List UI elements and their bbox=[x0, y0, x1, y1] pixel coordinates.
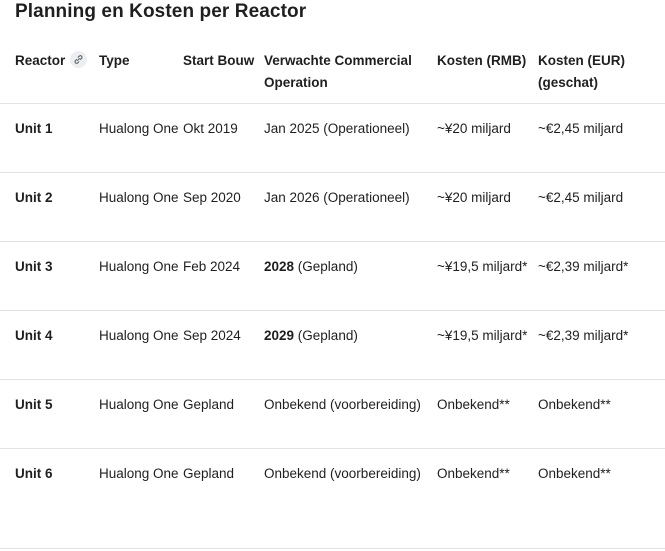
header-start: Start Bouw bbox=[183, 53, 255, 68]
operation-text: (Gepland) bbox=[294, 327, 358, 343]
cell-type: Hualong One bbox=[99, 465, 179, 481]
cell-cost-eur: ~€2,39 miljard* bbox=[538, 327, 629, 343]
operation-text: Jan 2025 (Operationeel) bbox=[264, 120, 410, 136]
table-row: Unit 3 Hualong One Feb 2024 2028 (Geplan… bbox=[0, 241, 665, 310]
cell-start: Gepland bbox=[183, 396, 235, 412]
cell-cost-eur: Onbekend** bbox=[538, 396, 611, 412]
cell-start: Gepland bbox=[183, 465, 235, 481]
header-reactor-label: Reactor bbox=[15, 53, 66, 68]
cell-cost-eur: Onbekend** bbox=[538, 465, 611, 481]
operation-text: Onbekend (voorbereiding) bbox=[264, 465, 421, 481]
cell-operation: Jan 2026 (Operationeel) bbox=[264, 172, 437, 241]
cell-type: Hualong One bbox=[99, 189, 179, 205]
cell-cost-rmb: ~¥20 miljard bbox=[437, 120, 511, 136]
cell-operation: 2028 (Gepland) bbox=[264, 241, 437, 310]
cell-reactor: Unit 3 bbox=[15, 258, 53, 274]
operation-year: 2029 bbox=[264, 327, 295, 343]
cell-cost-rmb: Onbekend** bbox=[437, 396, 510, 412]
cell-reactor: Unit 1 bbox=[15, 120, 53, 136]
cell-start: Okt 2019 bbox=[183, 120, 238, 136]
cell-cost-rmb: Onbekend** bbox=[437, 465, 510, 481]
cell-operation: Jan 2025 (Operationeel) bbox=[264, 103, 437, 172]
operation-text: Onbekend (voorbereiding) bbox=[264, 396, 421, 412]
cell-cost-rmb: ~¥19,5 miljard* bbox=[437, 327, 528, 343]
cell-type: Hualong One bbox=[99, 396, 179, 412]
cell-type: Hualong One bbox=[99, 258, 179, 274]
cell-type: Hualong One bbox=[99, 327, 179, 343]
operation-year: 2028 bbox=[264, 258, 295, 274]
cell-start: Feb 2024 bbox=[183, 258, 241, 274]
header-type: Type bbox=[99, 53, 130, 68]
cell-start: Sep 2024 bbox=[183, 327, 241, 343]
link-icon[interactable] bbox=[70, 51, 88, 68]
cell-cost-rmb: ~¥20 miljard bbox=[437, 189, 511, 205]
cell-reactor: Unit 6 bbox=[15, 465, 53, 481]
table-row: Unit 1 Hualong One Okt 2019 Jan 2025 (Op… bbox=[0, 103, 665, 172]
cell-start: Sep 2020 bbox=[183, 189, 241, 205]
cell-cost-eur: ~€2,45 miljard bbox=[538, 120, 624, 136]
cell-operation: 2029 (Gepland) bbox=[264, 310, 437, 379]
cell-cost-eur: ~€2,39 miljard* bbox=[538, 258, 629, 274]
cell-reactor: Unit 4 bbox=[15, 327, 53, 343]
cell-operation: Onbekend (voorbereiding) bbox=[264, 379, 437, 448]
table-row: Unit 2 Hualong One Sep 2020 Jan 2026 (Op… bbox=[0, 172, 665, 241]
reactor-table: Reactor Type Start Bouw Verwachte Commer… bbox=[0, 40, 665, 549]
header-cost-rmb: Kosten (RMB) bbox=[437, 53, 527, 68]
cell-reactor: Unit 2 bbox=[15, 189, 53, 205]
cell-reactor: Unit 5 bbox=[15, 396, 53, 412]
cell-cost-eur: ~€2,45 miljard bbox=[538, 189, 624, 205]
cell-cost-rmb: ~¥19,5 miljard* bbox=[437, 258, 528, 274]
page-title: Planning en Kosten per Reactor bbox=[15, 1, 307, 22]
cell-operation: Onbekend (voorbereiding) bbox=[264, 448, 437, 548]
header-operation: Verwachte Commercial Operation bbox=[264, 53, 412, 90]
table-row: Unit 5 Hualong One Gepland Onbekend (voo… bbox=[0, 379, 665, 448]
cell-type: Hualong One bbox=[99, 120, 179, 136]
header-cost-eur: Kosten (EUR) (geschat) bbox=[538, 53, 625, 90]
table-row: Unit 4 Hualong One Sep 2024 2029 (Geplan… bbox=[0, 310, 665, 379]
operation-text: Jan 2026 (Operationeel) bbox=[264, 189, 410, 205]
header-reactor: Reactor bbox=[0, 40, 99, 103]
table-header-row: Reactor Type Start Bouw Verwachte Commer… bbox=[0, 40, 665, 103]
operation-text: (Gepland) bbox=[294, 258, 358, 274]
table-row: Unit 6 Hualong One Gepland Onbekend (voo… bbox=[0, 448, 665, 548]
